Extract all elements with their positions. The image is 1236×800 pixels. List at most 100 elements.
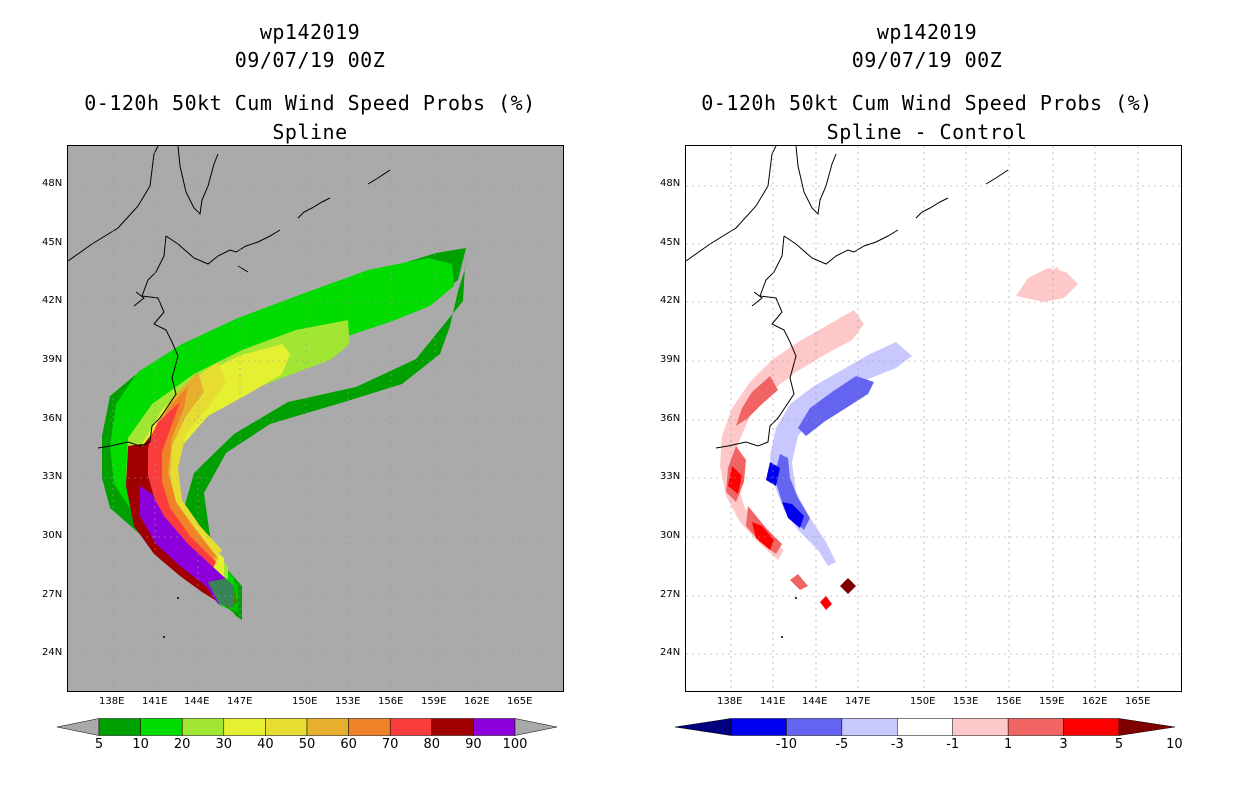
right-lon-141E: 141E (760, 696, 786, 707)
coastline (68, 146, 391, 449)
left-lon-147E: 147E (227, 696, 253, 707)
colorbar-box (841, 718, 898, 736)
right-lat-30N: 30N (660, 530, 681, 541)
diff-neg-3b (774, 454, 810, 530)
diff-pos-5b (752, 522, 774, 550)
left-lon-150E: 150E (292, 696, 318, 707)
colorbar-label: 5 (94, 737, 104, 752)
colorbar-label: 5 (1114, 737, 1124, 752)
left-map (67, 145, 564, 692)
diff-pos-small (790, 574, 808, 590)
colorbar-label: -3 (890, 737, 904, 752)
right-lon-144E: 144E (802, 696, 828, 707)
colorbar-label: 1 (1004, 737, 1013, 752)
prob-band-100 (140, 486, 234, 608)
colorbar-box (431, 718, 474, 736)
colorbar-label: 80 (423, 737, 441, 752)
left-lat-36N: 36N (42, 413, 63, 424)
colorbar-label: 10 (1166, 737, 1183, 752)
colorbar-label: 20 (173, 737, 191, 752)
colorbar-box (1007, 718, 1064, 736)
right-title-storm-id: wp142019 (876, 20, 978, 44)
colorbar-box (952, 718, 1009, 736)
diff-pos-1 (720, 310, 864, 560)
colorbar-label: 90 (465, 737, 482, 752)
colorbar-high-triangle (1118, 718, 1175, 736)
right-lat-33N: 33N (660, 471, 681, 482)
prob-band-rim (208, 578, 238, 612)
diff-neg-3 (798, 376, 874, 436)
colorbar-label: -1 (946, 737, 960, 752)
right-lon-165E: 165E (1125, 696, 1151, 707)
diff-pos-10 (840, 578, 856, 594)
colorbar-box (223, 718, 266, 736)
right-lat-27N: 27N (660, 589, 681, 600)
right-map-svg (686, 146, 1181, 691)
coastline (686, 146, 1009, 449)
left-gridlines (68, 146, 563, 691)
left-lat-30N: 30N (42, 530, 63, 541)
colorbar-label: 70 (381, 737, 399, 752)
left-lon-156E: 156E (378, 696, 404, 707)
left-lat-45N: 45N (42, 237, 63, 248)
diff-neg-5 (766, 462, 780, 486)
right-lat-24N: 24N (660, 647, 681, 658)
right-lat-39N: 39N (660, 354, 681, 365)
colorbar-box (730, 718, 787, 736)
colorbar-label: 3 (1059, 737, 1068, 752)
left-lat-33N: 33N (42, 471, 63, 482)
right-lat-42N: 42N (660, 295, 681, 306)
left-title-date: 09/07/19 00Z (234, 48, 386, 72)
right-lon-138E: 138E (717, 696, 743, 707)
colorbar-box (786, 718, 843, 736)
right-lon-162E: 162E (1082, 696, 1108, 707)
left-lat-48N: 48N (42, 178, 63, 189)
colorbar-label: 60 (340, 737, 357, 752)
left-title-product: 0-120h 50kt Cum Wind Speed Probs (%) (84, 91, 536, 115)
left-lon-153E: 153E (335, 696, 361, 707)
colorbar-box (473, 718, 516, 736)
colorbar-box (140, 718, 183, 736)
left-lon-165E: 165E (507, 696, 533, 707)
colorbar-label: -10 (775, 737, 798, 752)
right-title-product: 0-120h 50kt Cum Wind Speed Probs (%) (701, 91, 1153, 115)
colorbar-label: 30 (215, 737, 233, 752)
colorbar-low-triangle (57, 718, 100, 736)
left-title-storm-id: wp142019 (259, 20, 361, 44)
colorbar-box (1063, 718, 1120, 736)
right-lon-156E: 156E (996, 696, 1022, 707)
left-lat-27N: 27N (42, 589, 63, 600)
colorbar-label: 50 (298, 737, 316, 752)
diff-pos-3 (736, 376, 778, 426)
colorbar-label: 100 (502, 737, 528, 752)
diff-pos-northeast2 (1054, 266, 1064, 276)
right-lon-147E: 147E (845, 696, 871, 707)
left-lat-24N: 24N (42, 647, 63, 658)
colorbar-box (897, 718, 953, 736)
left-lon-159E: 159E (421, 696, 447, 707)
right-lat-48N: 48N (660, 178, 681, 189)
left-lon-141E: 141E (142, 696, 168, 707)
right-lon-150E: 150E (910, 696, 936, 707)
colorbar-low-triangle (675, 718, 732, 736)
colorbar-box (348, 718, 391, 736)
colorbar-box (265, 718, 308, 736)
right-title-method: Spline - Control (826, 120, 1028, 144)
colorbar-label: 10 (132, 737, 149, 752)
colorbar-box (98, 718, 141, 736)
right-colorbar (675, 718, 1175, 736)
colorbar-high-triangle (514, 718, 557, 736)
diff-pos-5 (728, 466, 742, 494)
diff-neg-5b (782, 502, 804, 528)
right-title-date: 09/07/19 00Z (851, 48, 1003, 72)
right-gridlines (686, 146, 1181, 691)
left-title-method: Spline (272, 120, 348, 144)
colorbar-box (306, 718, 349, 736)
left-lon-144E: 144E (184, 696, 210, 707)
diff-neg-1 (770, 342, 912, 566)
diff-pos-northeast (1016, 268, 1078, 302)
right-lon-153E: 153E (953, 696, 979, 707)
left-lat-42N: 42N (42, 295, 63, 306)
left-map-svg (68, 146, 563, 691)
prob-band-10 (110, 258, 454, 604)
